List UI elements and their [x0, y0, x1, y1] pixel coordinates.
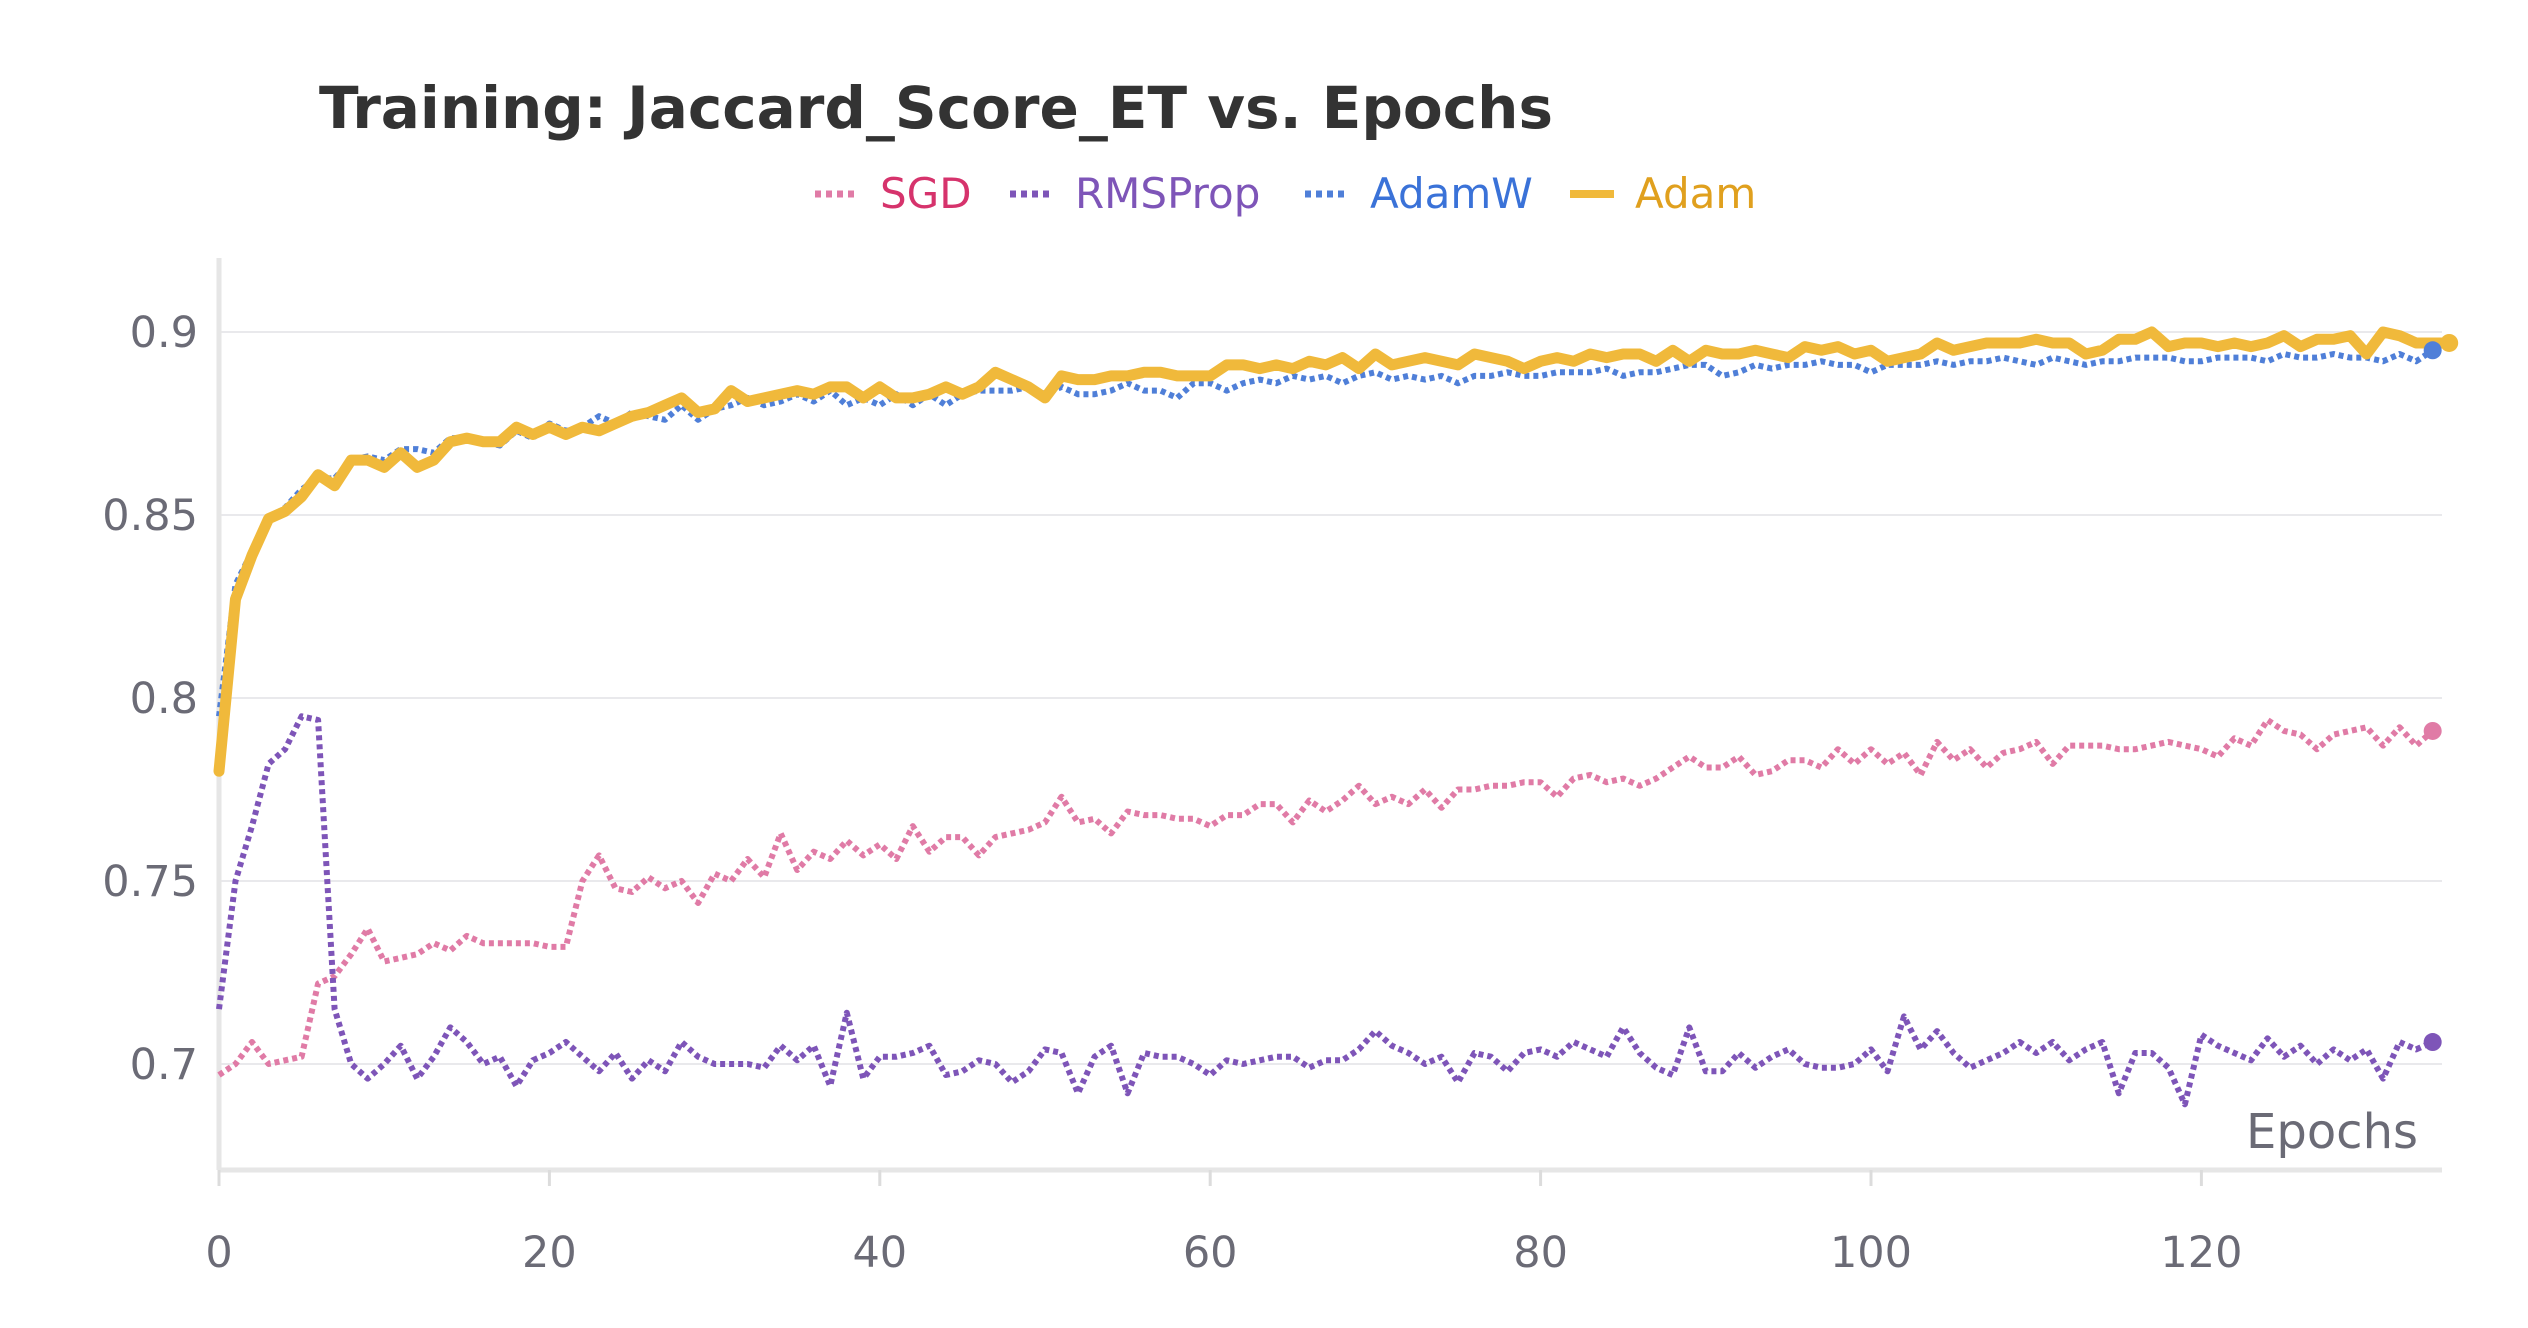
legend-label-adam: Adam — [1635, 169, 1756, 218]
endpoint-adamw — [2423, 341, 2442, 360]
x-tick-label: 20 — [522, 1228, 577, 1278]
y-tick-label: 0.9 — [130, 308, 198, 358]
chart-title: Training: Jaccard_Score_ET vs. Epochs — [319, 74, 1553, 142]
x-tick-label: 100 — [1830, 1228, 1912, 1278]
series-endpoints — [2423, 333, 2459, 1052]
legend: SGD RMSProp AdamW Adam — [815, 169, 1756, 218]
axes — [216, 258, 2442, 1173]
endpoint-sgd — [2423, 721, 2442, 740]
x-tick-label: 120 — [2160, 1228, 2242, 1278]
x-axis-label: Epochs — [2246, 1104, 2418, 1160]
x-tick-label: 0 — [205, 1228, 232, 1278]
series-line-adamw — [216, 347, 2435, 717]
series-lines — [213, 326, 2455, 1108]
grid — [219, 331, 2442, 1065]
y-tick-label: 0.85 — [102, 491, 198, 541]
x-tick-label: 60 — [1183, 1228, 1238, 1278]
legend-label-sgd: SGD — [880, 169, 972, 218]
series-line-rmsprop — [216, 713, 2434, 1108]
y-tick-label: 0.7 — [130, 1040, 198, 1090]
endpoint-adam — [2440, 333, 2459, 352]
x-tick-label: 80 — [1513, 1228, 1568, 1278]
y-tick-labels: 0.7 0.75 0.8 0.85 0.9 — [102, 308, 198, 1090]
endpoint-rmsprop — [2423, 1033, 2442, 1052]
y-tick-label: 0.8 — [130, 674, 198, 724]
x-tick-label: 40 — [852, 1228, 907, 1278]
legend-label-adamw: AdamW — [1370, 169, 1533, 218]
y-tick-label: 0.75 — [102, 857, 198, 907]
series-line-adam — [213, 326, 2455, 777]
series-line-sgd — [217, 717, 2435, 1078]
x-tick-labels: 0 20 40 60 80 100 120 — [205, 1170, 2242, 1278]
legend-label-rmsprop: RMSProp — [1075, 169, 1260, 218]
